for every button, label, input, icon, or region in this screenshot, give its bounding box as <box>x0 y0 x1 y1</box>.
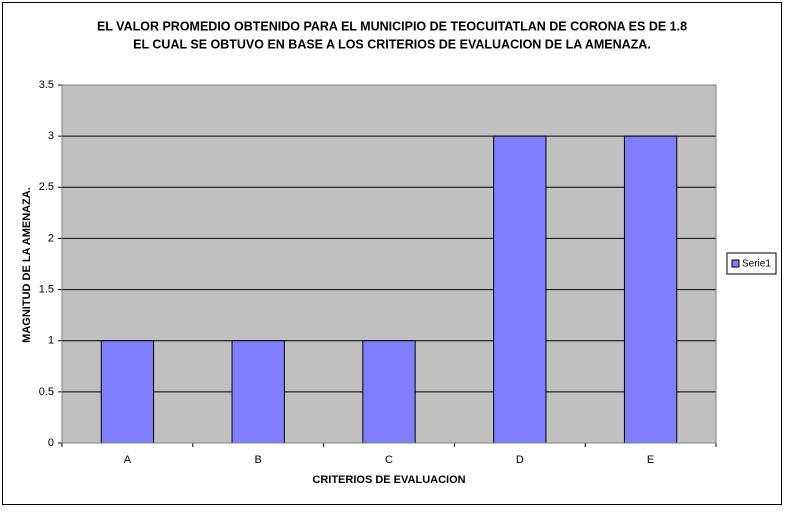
plot-border <box>61 84 717 444</box>
y-tick-label: 1.5 <box>39 283 54 295</box>
x-axis-title: CRITERIOS DE EVALUACION <box>312 474 465 486</box>
bar <box>231 340 285 444</box>
y-tick-label: 2.5 <box>39 181 54 193</box>
legend-box <box>726 252 777 275</box>
bar <box>493 135 547 444</box>
legend-swatch <box>731 259 740 268</box>
y-tick-label: 3.5 <box>39 79 54 91</box>
y-tick-label: 2 <box>48 232 54 244</box>
x-tick-label: D <box>516 454 524 466</box>
y-tick-label: 0 <box>48 437 54 449</box>
chart-title: EL VALOR PROMEDIO OBTENIDO PARA EL MUNIC… <box>97 19 687 33</box>
bar <box>362 340 416 444</box>
y-axis-title: MAGNITUD DE LA AMENAZA. <box>21 187 33 343</box>
y-tick-label: 1 <box>48 335 54 347</box>
bar <box>100 340 155 444</box>
y-tick-label: 3 <box>48 130 54 142</box>
y-tick-label: 0.5 <box>39 386 54 398</box>
legend-label: Serie1 <box>742 259 771 270</box>
chart-title: EL CUAL SE OBTUVO EN BASE A LOS CRITERIO… <box>133 37 651 51</box>
x-tick-label: E <box>647 454 654 466</box>
x-tick-label: B <box>255 454 262 466</box>
x-tick-label: C <box>385 454 393 466</box>
x-tick-label: A <box>124 454 132 466</box>
bar <box>623 135 678 444</box>
